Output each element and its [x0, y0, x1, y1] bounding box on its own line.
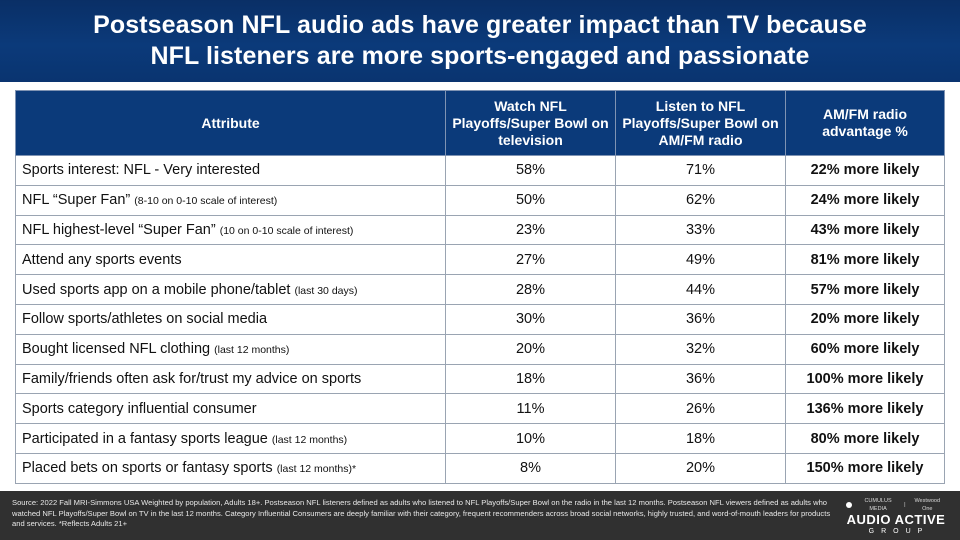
logo-sub-text: GROUP — [868, 528, 930, 535]
table-row: Sports category influential consumer 11% 2… — [15, 393, 945, 425]
cell-tv-value: 8% — [445, 452, 616, 484]
cell-radio-value: 44% — [615, 274, 786, 305]
table-header-row: Attribute Watch NFL Playoffs/Super Bowl … — [15, 90, 945, 156]
attribute-label: Sports category influential consumer — [22, 400, 257, 417]
comparison-table: Attribute Watch NFL Playoffs/Super Bowl … — [15, 90, 945, 484]
attribute-label: Sports interest: NFL - Very interested — [22, 162, 261, 179]
header-radio: Listen to NFL Playoffs/Super Bowl on AM/… — [615, 90, 786, 156]
cell-attribute: Placed bets on sports or fantasy sports … — [15, 452, 446, 484]
attribute-label: Placed bets on sports or fantasy sports — [22, 460, 277, 477]
cell-attribute: NFL highest-level “Super Fan” (10 on 0-1… — [15, 214, 446, 246]
logo-brand-left: CUMULUS MEDIA — [864, 498, 892, 512]
cell-radio-value: 33% — [615, 214, 786, 246]
table-row: Family/friends often ask for/trust my ad… — [15, 363, 945, 395]
cell-advantage: 150% more likely — [785, 452, 945, 484]
cell-tv-value: 27% — [445, 244, 616, 276]
cell-attribute: NFL “Super Fan” (8-10 on 0-10 scale of i… — [15, 184, 446, 216]
footer: Source: 2022 Fall MRI-Simmons USA Weight… — [0, 491, 960, 540]
cell-advantage: 80% more likely — [785, 423, 945, 454]
cell-tv-value: 28% — [445, 274, 616, 305]
table-body: Sports interest: NFL - Very interested 58… — [15, 155, 945, 484]
cell-advantage: 57% more likely — [785, 274, 945, 305]
table-row: Used sports app on a mobile phone/tablet… — [15, 274, 945, 305]
cell-attribute: Sports interest: NFL - Very interested — [15, 155, 446, 186]
cell-advantage: 24% more likely — [785, 184, 945, 216]
table-row: Participated in a fantasy sports league … — [15, 423, 945, 454]
page-title: Postseason NFL audio ads have greater im… — [0, 0, 960, 82]
cell-advantage: 100% more likely — [785, 363, 945, 395]
cell-radio-value: 36% — [615, 363, 786, 395]
cell-advantage: 60% more likely — [785, 333, 945, 365]
cell-radio-value: 32% — [615, 333, 786, 365]
header-attribute: Attribute — [15, 90, 446, 156]
logo-top-line: CUMULUS MEDIA | Westwood One — [846, 497, 946, 513]
table-row: Attend any sports events 27% 49% 81% more l… — [15, 244, 945, 276]
attribute-note: (last 12 months) — [214, 344, 290, 357]
cell-radio-value: 71% — [615, 155, 786, 186]
cell-tv-value: 30% — [445, 303, 616, 335]
attribute-note: (last 12 months) — [271, 433, 348, 446]
cell-advantage: 81% more likely — [785, 244, 945, 276]
attribute-label: Used sports app on a mobile phone/tablet — [22, 281, 295, 298]
cumulus-logo-icon — [846, 502, 852, 508]
comparison-table-container: Attribute Watch NFL Playoffs/Super Bowl … — [15, 90, 945, 484]
logo-divider: | — [904, 502, 906, 508]
cell-advantage: 43% more likely — [785, 214, 945, 246]
logo-main-text: AUDIO ACTIVE — [846, 512, 946, 527]
cell-radio-value: 49% — [615, 244, 786, 276]
cell-attribute: Bought licensed NFL clothing (last 12 mo… — [15, 333, 446, 365]
cell-radio-value: 36% — [615, 303, 786, 335]
header-tv: Watch NFL Playoffs/Super Bowl on televis… — [445, 90, 616, 156]
attribute-note: (10 on 0-10 scale of interest) — [219, 224, 354, 237]
table-row: NFL “Super Fan” (8-10 on 0-10 scale of i… — [15, 184, 945, 216]
cell-radio-value: 18% — [615, 423, 786, 454]
cell-advantage: 22% more likely — [785, 155, 945, 186]
logo-brand-right: Westwood One — [914, 498, 941, 512]
cell-radio-value: 26% — [615, 393, 786, 425]
cell-tv-value: 58% — [445, 155, 616, 186]
attribute-label: Attend any sports events — [22, 251, 182, 268]
attribute-label: Follow sports/athletes on social media — [22, 311, 268, 328]
table-row: Sports interest: NFL - Very interested 58… — [15, 155, 945, 186]
attribute-label: Bought licensed NFL clothing — [22, 341, 215, 358]
title-line-1: Postseason NFL audio ads have greater im… — [93, 11, 867, 39]
source-note: Source: 2022 Fall MRI-Simmons USA Weight… — [12, 498, 831, 528]
attribute-note: (8-10 on 0-10 scale of interest) — [134, 195, 278, 208]
audio-active-group-logo: CUMULUS MEDIA | Westwood One AUDIO ACTIV… — [846, 497, 946, 535]
cell-tv-value: 50% — [445, 184, 616, 216]
cell-radio-value: 20% — [615, 452, 786, 484]
cell-tv-value: 11% — [445, 393, 616, 425]
cell-tv-value: 10% — [445, 423, 616, 454]
table-row: Bought licensed NFL clothing (last 12 mo… — [15, 333, 945, 365]
cell-tv-value: 18% — [445, 363, 616, 395]
cell-attribute: Attend any sports events — [15, 244, 446, 276]
table-row: Placed bets on sports or fantasy sports … — [15, 452, 945, 484]
table-row: NFL highest-level “Super Fan” (10 on 0-1… — [15, 214, 945, 246]
cell-tv-value: 23% — [445, 214, 616, 246]
table-row: Follow sports/athletes on social media 30… — [15, 303, 945, 335]
cell-attribute: Family/friends often ask for/trust my ad… — [15, 363, 446, 395]
attribute-note: (last 30 days) — [294, 284, 358, 297]
cell-attribute: Participated in a fantasy sports league … — [15, 423, 446, 454]
cell-attribute: Used sports app on a mobile phone/tablet… — [15, 274, 446, 305]
attribute-label: Family/friends often ask for/trust my ad… — [22, 370, 362, 387]
attribute-label: Participated in a fantasy sports league — [22, 430, 272, 447]
header-advantage: AM/FM radio advantage % — [785, 90, 945, 156]
title-line-2: NFL listeners are more sports-engaged an… — [150, 42, 810, 70]
attribute-label: NFL highest-level “Super Fan” — [22, 221, 220, 238]
attribute-note: (last 12 months)* — [276, 463, 357, 476]
cell-advantage: 20% more likely — [785, 303, 945, 335]
cell-advantage: 136% more likely — [785, 393, 945, 425]
cell-radio-value: 62% — [615, 184, 786, 216]
cell-tv-value: 20% — [445, 333, 616, 365]
attribute-label: NFL “Super Fan” — [22, 192, 135, 209]
cell-attribute: Follow sports/athletes on social media — [15, 303, 446, 335]
cell-attribute: Sports category influential consumer — [15, 393, 446, 425]
